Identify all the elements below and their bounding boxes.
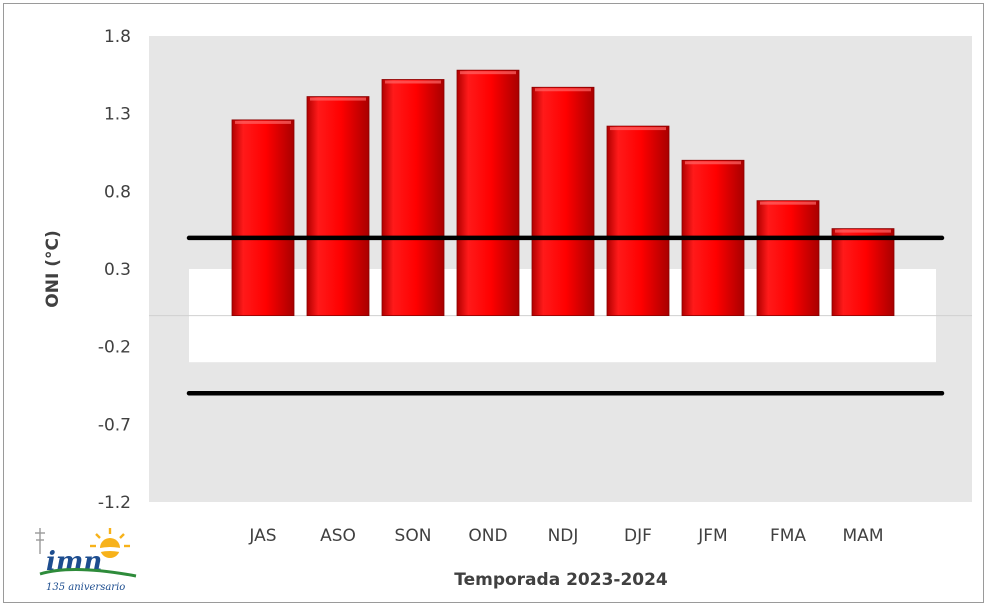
x-tick-label: JAS — [248, 526, 276, 546]
antenna-icon — [35, 528, 45, 554]
bar-highlight — [235, 120, 291, 124]
x-tick-label: NDJ — [548, 526, 579, 546]
bar-highlight — [460, 71, 516, 75]
bar-highlight — [535, 88, 591, 92]
bar-aso — [306, 96, 370, 317]
y-axis-title: ONI (°C) — [43, 230, 63, 307]
bar-highlight — [835, 229, 891, 233]
y-tick-label: 1.8 — [104, 27, 131, 47]
x-tick-label: ASO — [320, 526, 356, 546]
x-tick-label: FMA — [770, 526, 806, 546]
y-tick-label: 0.8 — [104, 182, 131, 202]
chart-frame: 1.8 1.3 0.8 0.3 -0.2 -0.7 -1.2 JAS ASO SON OND NDJ… — [3, 3, 984, 603]
x-tick-label: MAM — [843, 526, 884, 546]
bar-djf — [606, 125, 670, 316]
bar-jas — [231, 119, 295, 316]
x-tick-label: SON — [395, 526, 432, 546]
bar-mam — [831, 228, 895, 316]
bar-ndj — [531, 86, 595, 316]
y-tick-label: 1.3 — [104, 105, 131, 125]
bar-highlight — [385, 80, 441, 84]
logo-subtitle: 135 aniversario — [46, 582, 125, 593]
logo-text: imn — [46, 547, 102, 577]
bar-highlight — [610, 127, 666, 131]
bar-fma — [756, 200, 820, 316]
imn-logo: imn 135 aniversario — [35, 528, 137, 593]
y-tick-label: -1.2 — [98, 493, 131, 513]
y-tick-label: -0.2 — [98, 338, 131, 358]
sun-icon — [87, 528, 133, 558]
y-tick-label: -0.7 — [98, 415, 131, 435]
wave-decoration — [39, 568, 137, 578]
bar-son — [381, 79, 445, 317]
y-tick-label: 0.3 — [104, 260, 131, 280]
bar-highlight — [685, 161, 741, 165]
chart: 1.8 1.3 0.8 0.3 -0.2 -0.7 -1.2 JAS ASO SON OND NDJ… — [43, 27, 972, 590]
bar-highlight — [310, 97, 366, 101]
x-tick-label: DJF — [624, 526, 652, 546]
x-tick-label: OND — [468, 526, 507, 546]
bar-ond — [456, 69, 520, 316]
x-tick-label: JFM — [697, 526, 727, 546]
bar-highlight — [760, 201, 816, 205]
x-axis-title: Temporada 2023-2024 — [454, 570, 668, 590]
